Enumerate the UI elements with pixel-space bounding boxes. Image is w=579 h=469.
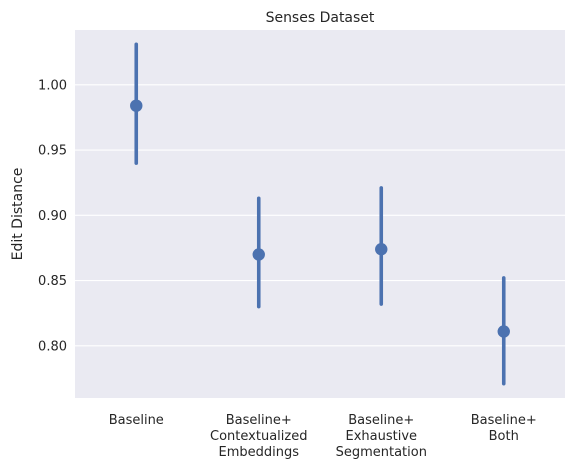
- x-tick-label: Both: [489, 429, 519, 444]
- x-tick-label: Contextualized: [210, 429, 307, 444]
- y-tick-labels: 0.80 0.85 0.90 0.95 1.00: [38, 78, 67, 354]
- data-marks: [130, 42, 510, 386]
- y-tick-label: 0.90: [38, 209, 67, 224]
- plot-background: [75, 30, 565, 398]
- y-axis-label: Edit Distance: [10, 168, 26, 261]
- x-tick-labels: Baseline Baseline+ContextualizedEmbedding…: [109, 413, 537, 460]
- data-point: [497, 325, 510, 338]
- y-tick-label: 0.85: [38, 274, 67, 289]
- data-point: [375, 243, 388, 256]
- x-tick-label: Exhaustive: [345, 429, 417, 444]
- x-tick-label: Segmentation: [336, 445, 427, 460]
- x-tick-label: Baseline+: [226, 413, 292, 428]
- x-tick-label: Embeddings: [218, 445, 299, 460]
- chart-title: Senses Dataset: [266, 10, 375, 26]
- x-tick-label: Baseline: [109, 413, 164, 428]
- data-point: [130, 99, 143, 112]
- x-tick-label: Baseline+: [348, 413, 414, 428]
- y-tick-label: 1.00: [38, 78, 67, 93]
- data-point: [252, 248, 265, 261]
- x-tick-label: Baseline+: [471, 413, 537, 428]
- grid-lines: [75, 84, 565, 347]
- y-tick-label: 0.95: [38, 144, 67, 159]
- y-tick-label: 0.80: [38, 339, 67, 354]
